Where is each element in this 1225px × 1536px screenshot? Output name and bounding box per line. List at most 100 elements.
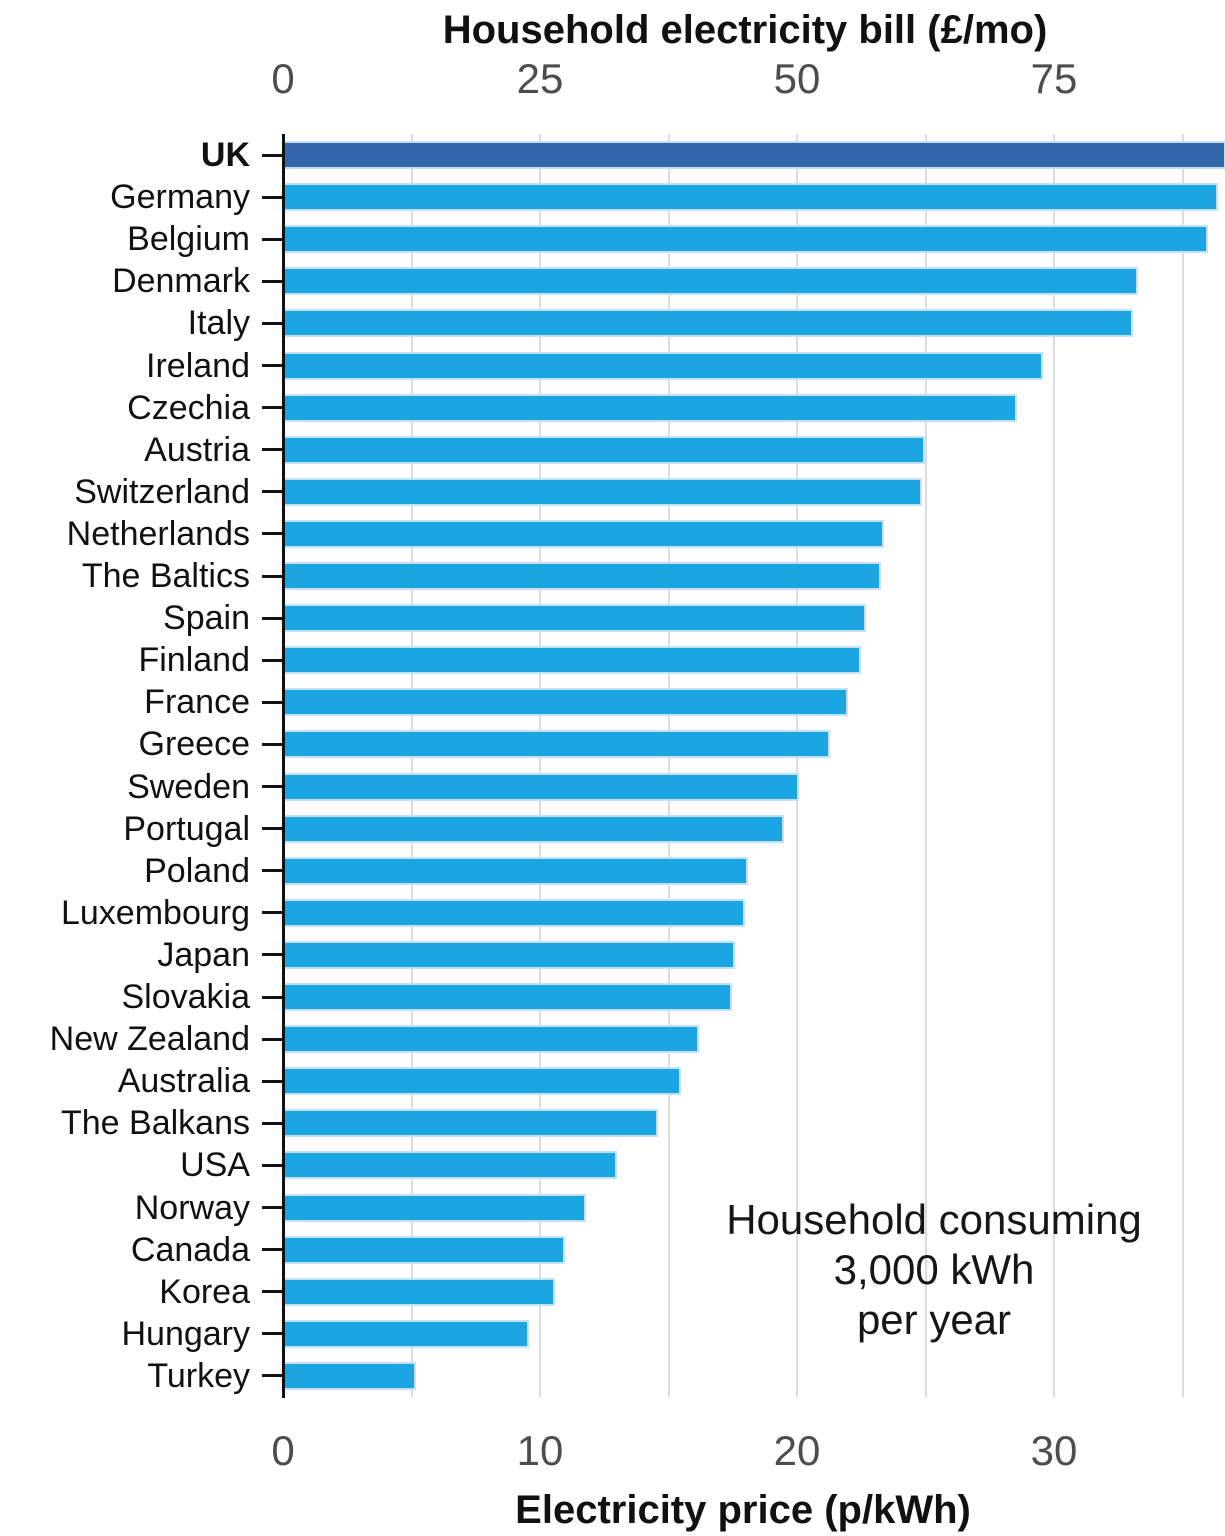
annotation-line: 3,000 kWh (833, 1246, 1035, 1293)
bar-greece (285, 730, 830, 759)
category-tick (262, 1163, 282, 1167)
bar-uk (285, 141, 1225, 170)
label-belgium: Belgium (127, 220, 250, 259)
category-tick (262, 237, 282, 241)
bar-sweden (285, 772, 799, 801)
category-tick (262, 321, 282, 325)
bar-luxembourg (285, 898, 746, 927)
label-turkey: Turkey (147, 1356, 250, 1395)
category-tick (262, 742, 282, 746)
label-luxembourg: Luxembourg (60, 893, 250, 932)
y-axis-line (282, 134, 285, 1398)
bar-korea (285, 1277, 555, 1306)
label-czechia: Czechia (127, 388, 250, 427)
category-tick (262, 1332, 282, 1336)
bar-france (285, 688, 848, 717)
annotation: Household consuming 3,000 kWh per year (684, 1195, 1184, 1345)
label-uk: UK (200, 136, 250, 174)
plot-area (285, 134, 1225, 1397)
category-tick (262, 1121, 282, 1125)
label-greece: Greece (138, 725, 251, 764)
bar-netherlands (285, 519, 884, 548)
bar-japan (285, 940, 735, 969)
bar-spain (285, 604, 866, 633)
label-germany: Germany (110, 178, 250, 217)
bottom-tick-label: 20 (773, 1427, 821, 1474)
category-tick (262, 1079, 282, 1083)
bar-czechia (285, 393, 1018, 422)
bar-canada (285, 1235, 566, 1264)
bar-norway (285, 1193, 586, 1222)
gridline (410, 134, 413, 1397)
category-tick (262, 616, 282, 620)
category-tick (262, 448, 282, 452)
category-tick (262, 1290, 282, 1294)
bar-the-balkans (285, 1109, 658, 1138)
label-switzerland: Switzerland (74, 472, 250, 511)
label-hungary: Hungary (121, 1314, 250, 1353)
label-sweden: Sweden (127, 767, 250, 806)
bar-usa (285, 1151, 617, 1180)
category-tick (262, 700, 282, 704)
category-tick (262, 195, 282, 199)
category-tick (262, 1374, 282, 1378)
bottom-tick-label: 0 (271, 1427, 295, 1474)
category-tick (262, 995, 282, 999)
bar-germany (285, 183, 1218, 212)
bar-hungary (285, 1319, 530, 1348)
top-tick-label: 50 (773, 55, 821, 102)
category-tick (262, 785, 282, 789)
top-axis-title: Household electricity bill (£/mo) (442, 8, 1048, 52)
top-tick-label: 0 (271, 55, 295, 102)
category-tick (262, 827, 282, 831)
category-tick (262, 532, 282, 536)
gridline (667, 134, 670, 1397)
category-tick (262, 1206, 282, 1210)
label-spain: Spain (163, 599, 250, 638)
bar-finland (285, 646, 861, 675)
bar-switzerland (285, 477, 923, 506)
label-italy: Italy (187, 304, 250, 343)
label-ireland: Ireland (146, 346, 250, 385)
bottom-axis-title: Electricity price (p/kWh) (515, 1488, 971, 1532)
bar-ireland (285, 351, 1044, 380)
top-tick-label: 25 (516, 55, 564, 102)
bar-turkey (285, 1361, 417, 1390)
bar-austria (285, 435, 925, 464)
annotation-line: per year (856, 1296, 1012, 1343)
bottom-tick-label: 30 (1030, 1427, 1078, 1474)
category-tick (262, 364, 282, 368)
category-tick (262, 658, 282, 662)
bar-portugal (285, 814, 784, 843)
top-tick-label: 75 (1030, 55, 1078, 102)
category-tick (262, 574, 282, 578)
label-france: France (144, 683, 250, 722)
category-tick (262, 1037, 282, 1041)
label-korea: Korea (159, 1272, 250, 1311)
label-slovakia: Slovakia (121, 978, 250, 1016)
label-norway: Norway (134, 1188, 250, 1227)
bar-poland (285, 856, 748, 885)
category-tick (262, 490, 282, 494)
gridline (1053, 134, 1055, 1397)
category-tick (262, 953, 282, 957)
label-the-balkans: The Balkans (61, 1104, 250, 1143)
bar-italy (285, 309, 1134, 338)
category-tick (262, 406, 282, 410)
label-netherlands: Netherlands (66, 514, 250, 553)
category-tick (262, 279, 282, 283)
gridline (796, 134, 798, 1397)
bar-belgium (285, 225, 1208, 254)
label-austria: Austria (144, 430, 250, 469)
label-the-baltics: The Baltics (81, 557, 250, 595)
category-tick (262, 1248, 282, 1252)
bar-australia (285, 1067, 681, 1096)
annotation-line: Household consuming (726, 1196, 1142, 1243)
gridline (1181, 134, 1184, 1397)
category-tick (262, 153, 282, 157)
gridline (539, 134, 541, 1397)
bar-slovakia (285, 983, 733, 1012)
category-tick (262, 911, 282, 915)
label-poland: Poland (144, 851, 250, 890)
